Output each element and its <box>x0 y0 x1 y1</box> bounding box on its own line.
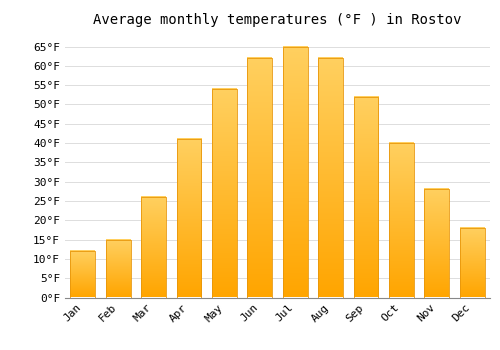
Title: Average monthly temperatures (°F ) in Rostov: Average monthly temperatures (°F ) in Ro… <box>93 13 462 27</box>
